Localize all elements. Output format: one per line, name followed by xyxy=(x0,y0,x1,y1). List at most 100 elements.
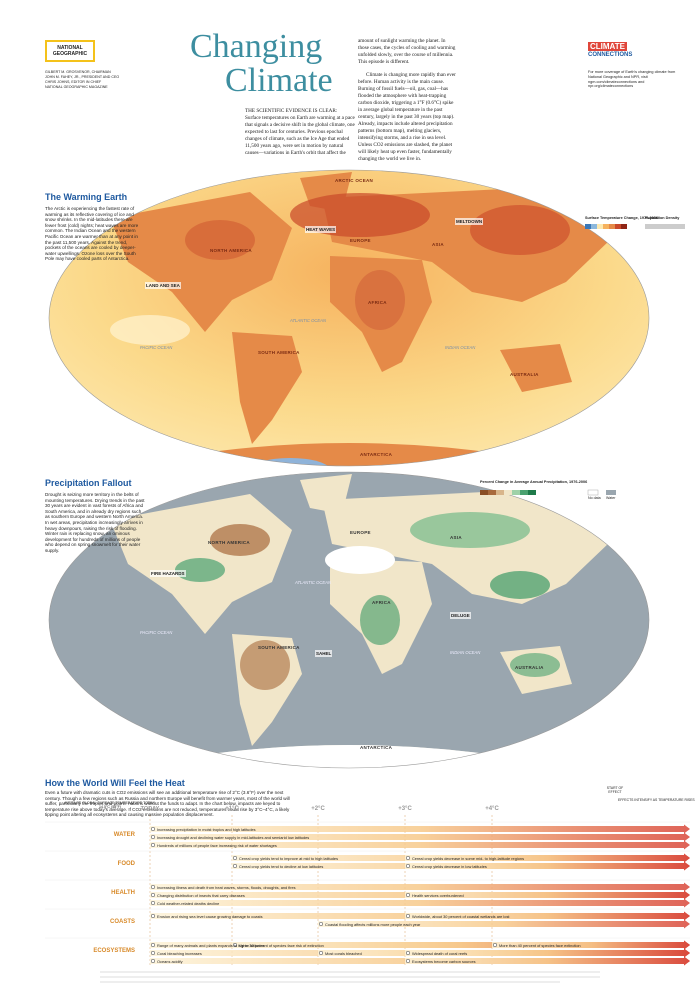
ocean-label: ATLANTIC OCEAN xyxy=(295,580,331,585)
map-label: ASIA xyxy=(432,242,444,247)
credit: CHRIS JOHNS, EDITOR IN CHIEF xyxy=(45,80,102,84)
intro: Surface temperatures on Earth are warmin… xyxy=(245,115,355,156)
effect-text: Increasing precipitation in moist tropic… xyxy=(157,826,256,832)
map-label: ASIA xyxy=(450,535,462,540)
intro: amount of sunlight warming the planet. I… xyxy=(358,38,456,65)
map-label: NORTH AMERICA xyxy=(208,540,250,545)
effect-arrow xyxy=(405,911,690,921)
x-tick-label: +4°C xyxy=(485,806,499,812)
effect-arrow xyxy=(405,861,690,871)
effect-text: Cereal crop yields decrease in low latit… xyxy=(412,863,487,869)
effect-text: Worldwide, about 30 percent of coastal w… xyxy=(412,913,510,919)
axis-label: AVERAGE GLOBAL SURFACE TEMPERATURE TODAY… xyxy=(64,801,156,810)
callout: DELUGE xyxy=(450,612,471,619)
effect-text: Range of many animals and plants expands… xyxy=(157,942,265,948)
section-text: Even a future with dramatic cuts in CO2 … xyxy=(45,790,290,818)
effect-text: Increasing drought and declining water s… xyxy=(157,834,310,840)
effect-start xyxy=(492,942,498,948)
section-text: The Arctic is experiencing the fastest r… xyxy=(45,206,139,262)
effect-start xyxy=(405,950,411,956)
map-label: AUSTRALIA xyxy=(515,665,544,670)
effect-text: Cold weather-related deaths decline xyxy=(157,900,220,906)
key-label: START OF EFFECT xyxy=(606,786,624,794)
map-label: AFRICA xyxy=(368,300,387,305)
effect-arrow xyxy=(405,853,690,863)
intro-lead: THE SCIENTIFIC EVIDENCE IS CLEAR: xyxy=(245,108,338,114)
warming-map xyxy=(49,170,649,466)
effect-text: Changing distribution of insects that ca… xyxy=(157,892,245,898)
legend-title: Population Density xyxy=(645,216,680,220)
ocean-label: INDIAN OCEAN xyxy=(450,650,481,655)
x-tick-label: TODAY xyxy=(140,806,160,812)
logo: NATIONAL GEOGRAPHIC xyxy=(45,40,95,62)
ocean-label: PACIFIC OCEAN xyxy=(140,345,173,350)
effect-text: Coral bleaching increases xyxy=(157,950,202,956)
effect-arrow xyxy=(405,890,690,900)
map-label: ANTARCTICA xyxy=(360,452,393,457)
map-label: EUROPE xyxy=(350,238,371,243)
credit: JOHN M. FAHEY, JR., PRESIDENT AND CEO xyxy=(45,75,120,79)
effect-text: Cereal crop yields tend to improve at mi… xyxy=(239,855,339,861)
effect-start xyxy=(150,950,156,956)
effect-arrow xyxy=(150,840,690,850)
precipitation-map xyxy=(49,472,649,768)
effect-start xyxy=(150,826,156,832)
effect-start xyxy=(150,842,156,848)
x-tick-label: +3°C xyxy=(398,806,412,812)
effect-start xyxy=(150,884,156,890)
legend-title: Surface Temperature Change, 1976-2006 xyxy=(585,216,658,220)
map-label: SOUTH AMERICA xyxy=(258,350,300,355)
effect-arrow xyxy=(150,832,690,842)
row-label: HEALTH xyxy=(111,890,135,896)
title: Climate xyxy=(225,62,333,99)
key-label: EFFECTS INTENSIFY AS TEMPERATURE RISES xyxy=(618,798,695,802)
row-label: ECOSYSTEMS xyxy=(93,948,135,954)
effect-start xyxy=(405,913,411,919)
effect-start xyxy=(405,892,411,898)
ocean-label: PACIFIC OCEAN xyxy=(140,630,173,635)
effect-start xyxy=(150,834,156,840)
footer-lines xyxy=(100,971,600,983)
effect-arrow xyxy=(318,919,690,929)
effect-start xyxy=(232,863,238,869)
effect-arrow xyxy=(150,882,690,892)
side-logo: CONNECTIONS xyxy=(588,52,633,58)
map-label: EUROPE xyxy=(350,530,371,535)
effect-text: Coastal flooding affects millions more p… xyxy=(325,921,421,927)
effect-start xyxy=(232,942,238,948)
section-title: Precipitation Fallout xyxy=(45,478,132,488)
side-note: For more coverage of Earth's changing cl… xyxy=(588,70,676,89)
effect-start xyxy=(318,921,324,927)
credit: NATIONAL GEOGRAPHIC MAGAZINE xyxy=(45,85,108,89)
legend-label: No data xyxy=(588,496,601,500)
ocean-label: INDIAN OCEAN xyxy=(445,345,476,350)
effect-arrow xyxy=(405,956,690,966)
intro: Climate is changing more rapidly than ev… xyxy=(358,72,456,162)
row-label: COASTS xyxy=(109,919,135,925)
effect-start xyxy=(150,913,156,919)
effect-text: Widespread death of coral reefs xyxy=(412,950,468,956)
effect-text: Up to 30 percent of species face risk of… xyxy=(239,942,324,948)
effect-arrow xyxy=(150,898,690,908)
effect-start xyxy=(150,958,156,964)
effect-start xyxy=(232,855,238,861)
callout: FIRE HAZARDS xyxy=(150,570,186,577)
effect-text: Most corals bleached xyxy=(325,950,362,956)
effect-start xyxy=(405,958,411,964)
side-logo: CLIMATE xyxy=(588,42,627,51)
row-label: WATER xyxy=(113,832,135,838)
effect-start xyxy=(405,863,411,869)
title: Changing xyxy=(190,28,323,65)
effect-arrow xyxy=(150,824,690,834)
map-label: SOUTH AMERICA xyxy=(258,645,300,650)
callout: HEAT WAVES xyxy=(305,226,337,233)
effect-text: More than 40 percent of species face ext… xyxy=(499,942,581,948)
legend-title: Percent Change in Average Annual Precipi… xyxy=(480,480,588,484)
section-text: Drought is seizing more territory in the… xyxy=(45,492,145,553)
effect-text: Increasing illness and death from heat w… xyxy=(157,884,296,890)
map-label: ANTARCTICA xyxy=(360,745,393,750)
x-tick-label: +2°C xyxy=(311,806,325,812)
map-label: ARCTIC OCEAN xyxy=(335,178,374,183)
